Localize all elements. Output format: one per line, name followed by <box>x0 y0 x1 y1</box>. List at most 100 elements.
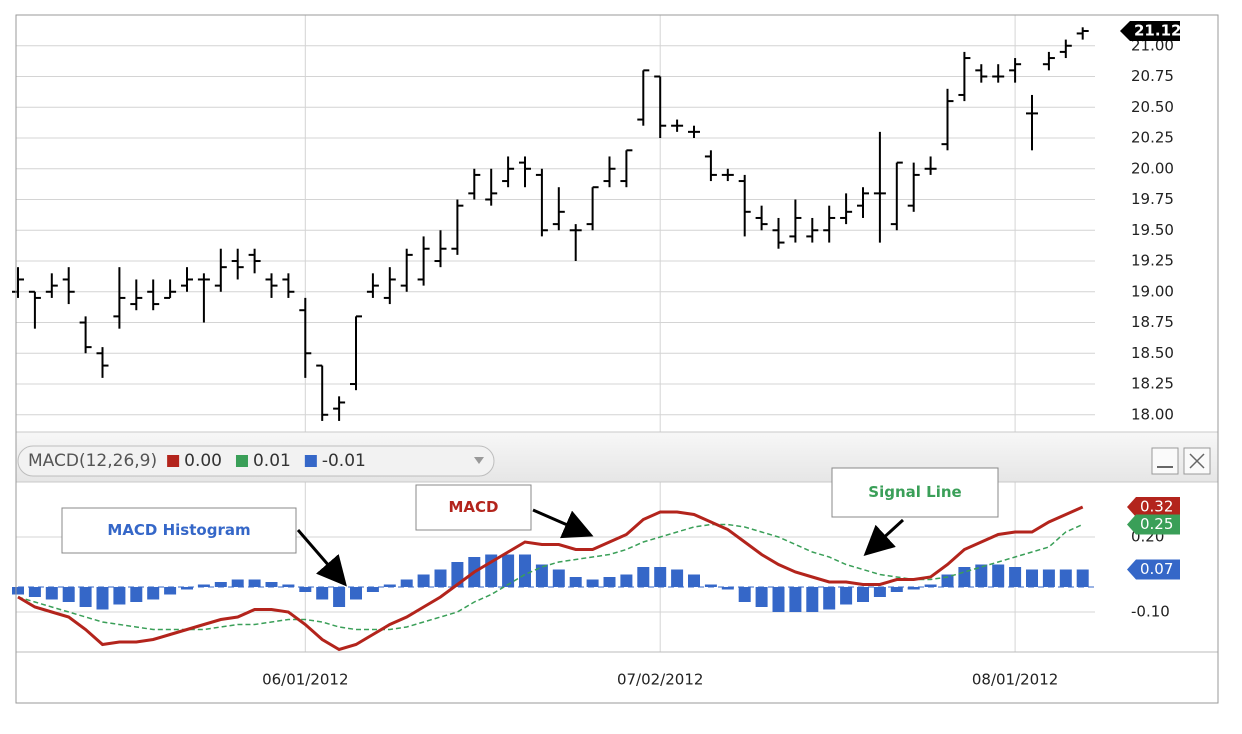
annotation-label: MACD <box>449 498 499 516</box>
histogram-bar <box>265 582 278 587</box>
histogram-bar <box>164 587 177 595</box>
annotation-arrow <box>296 529 347 587</box>
histogram-bar <box>113 587 126 605</box>
indicator-header[interactable]: MACD(12,26,9) 0.00 0.01 -0.01 <box>28 451 366 471</box>
histogram-bar <box>721 587 734 590</box>
histogram-bar <box>890 587 903 592</box>
legend-value: 0.01 <box>253 451 291 471</box>
annotation-label: Signal Line <box>868 483 961 501</box>
histogram-bar <box>519 554 531 587</box>
histogram-bar <box>12 587 24 595</box>
value-tag-label: 0.32 <box>1140 498 1173 516</box>
histogram-bar <box>755 587 768 607</box>
histogram-bar <box>316 587 329 600</box>
annotation-label: MACD Histogram <box>107 521 250 539</box>
y-tick-label: -0.10 <box>1131 603 1170 621</box>
histogram-bar <box>333 587 346 607</box>
histogram-bar <box>1026 569 1038 587</box>
histogram-bar <box>299 587 312 592</box>
y-tick-label: 19.50 <box>1131 221 1174 239</box>
annotation-box <box>61 507 297 554</box>
y-tick-label: 19.75 <box>1131 190 1174 208</box>
histogram-bar <box>350 587 362 600</box>
x-tick-label: 07/02/2012 <box>617 671 703 689</box>
histogram-bar <box>603 577 616 587</box>
last-price-label: 21.12 <box>1134 21 1181 39</box>
close-icon[interactable] <box>1189 453 1205 469</box>
close-button[interactable] <box>1183 447 1211 475</box>
frame <box>15 14 1219 704</box>
histogram-bar <box>704 584 717 587</box>
histogram-bar <box>45 587 58 600</box>
histogram-bar <box>282 584 295 587</box>
histogram-bar <box>1059 569 1072 587</box>
histogram-bar <box>96 587 109 610</box>
histogram-bar <box>586 579 599 587</box>
histogram-bar <box>434 569 447 587</box>
annotation-box <box>831 467 999 518</box>
last-price-tag <box>1120 20 1180 41</box>
y-tick-label: 18.50 <box>1131 344 1174 362</box>
histogram-bar <box>1009 567 1022 587</box>
histogram-bar <box>62 587 75 602</box>
histogram-bar <box>688 574 700 587</box>
legend-value: 0.00 <box>184 451 222 471</box>
y-tick-label: 19.25 <box>1131 252 1174 270</box>
x-tick-label: 06/01/2012 <box>262 671 348 689</box>
histogram-bar <box>569 577 582 587</box>
y-tick-label: 18.25 <box>1131 375 1174 393</box>
legend-swatch <box>235 455 248 467</box>
histogram-bar <box>654 567 667 587</box>
histogram-bar <box>502 554 515 587</box>
y-tick-label: 18.75 <box>1131 313 1174 331</box>
histogram-bar <box>738 587 751 602</box>
histogram-bar <box>417 574 430 587</box>
y-tick-label: 20.75 <box>1131 67 1174 85</box>
annotation-arrow <box>532 508 594 539</box>
indicator-title: MACD(12,26,9) <box>28 451 157 471</box>
histogram-bar <box>147 587 160 600</box>
histogram-bar <box>840 587 853 605</box>
histogram-bar <box>620 574 633 587</box>
histogram-bar <box>772 587 785 612</box>
y-tick-label: 20.25 <box>1131 129 1174 147</box>
histogram-bar <box>907 587 920 590</box>
value-tag-label: 0.25 <box>1140 515 1173 533</box>
y-tick-label: 20.00 <box>1131 159 1174 177</box>
histogram-bar <box>197 584 210 587</box>
histogram-bar <box>552 569 565 587</box>
dropdown-caret[interactable] <box>474 457 484 464</box>
histogram-bar <box>535 564 548 587</box>
histogram-bar <box>248 579 261 587</box>
histogram-bar <box>806 587 819 612</box>
histogram-bar <box>79 587 92 607</box>
histogram-bar <box>637 567 650 587</box>
histogram-bar <box>1076 569 1089 587</box>
indicator-pill[interactable] <box>17 445 495 477</box>
histogram-bar <box>28 587 41 597</box>
legend-value: -0.01 <box>322 451 366 471</box>
value-tag <box>1127 514 1180 535</box>
y-tick-label: 20.50 <box>1131 98 1174 116</box>
value-tag <box>1127 497 1180 517</box>
histogram-bar <box>975 564 988 587</box>
value-tag <box>1127 559 1180 580</box>
button-frame[interactable] <box>1151 447 1179 475</box>
histogram-bar <box>958 567 971 587</box>
legend-swatch <box>167 455 180 467</box>
histogram-bar <box>383 584 396 587</box>
minimize-button[interactable] <box>1151 447 1179 475</box>
histogram-bar <box>181 587 193 590</box>
histogram-bar <box>130 587 143 602</box>
histogram-bar <box>857 587 869 602</box>
x-tick-label: 08/01/2012 <box>972 671 1058 689</box>
histogram-bar <box>924 584 937 587</box>
button-frame[interactable] <box>1183 447 1211 475</box>
plot-area: 18.00 18.25 18.50 18.75 19.00 19.25 19.50 19.75… <box>12 20 1218 689</box>
annotation-arrow <box>863 518 905 557</box>
value-tag-label: 0.07 <box>1140 560 1173 578</box>
y-tick-label: 18.00 <box>1131 405 1174 423</box>
annotations: MACD Signal Line MACD Histogram <box>61 467 999 587</box>
histogram-bar <box>789 587 802 612</box>
